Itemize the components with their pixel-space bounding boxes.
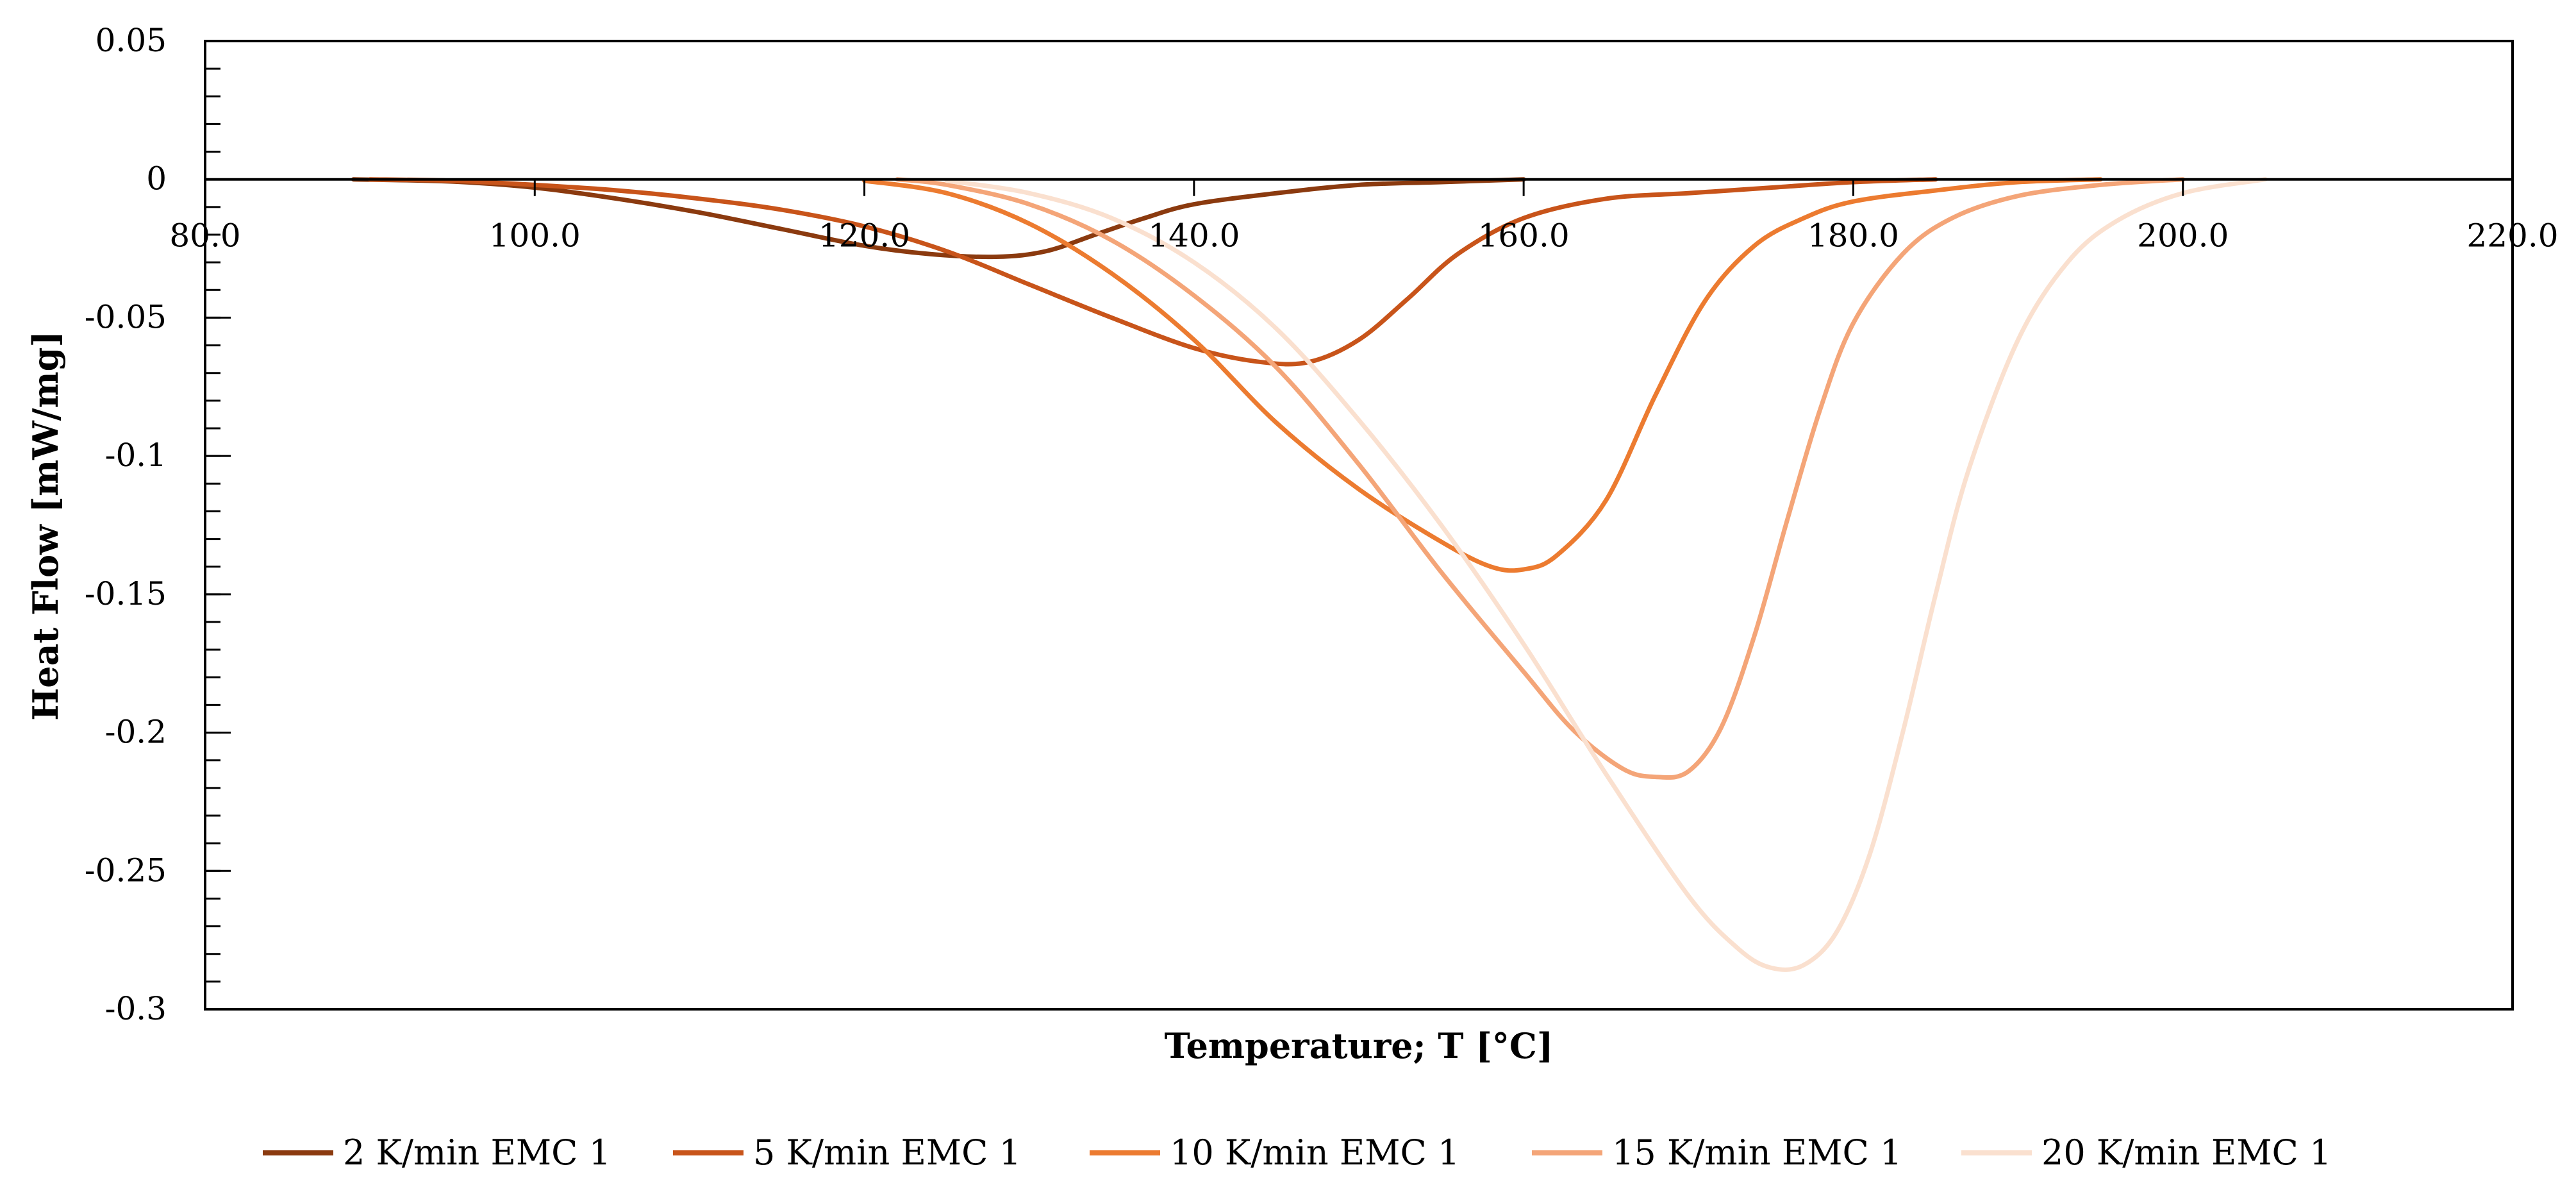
series-layer <box>351 177 2268 972</box>
x-axis-title: Temperature; T [°C] <box>1165 1025 1554 1066</box>
legend-label: 15 K/min EMC 1 <box>1612 1132 1902 1173</box>
y-tick-label: -0.3 <box>105 990 167 1027</box>
y-tick-label: -0.25 <box>85 852 167 889</box>
legend-label: 2 K/min EMC 1 <box>343 1132 611 1173</box>
x-tick-label: 160.0 <box>1478 217 1570 255</box>
y-tick-label: -0.2 <box>105 714 167 751</box>
x-tick-label: 220.0 <box>2466 217 2558 255</box>
plot-area <box>204 40 2514 1011</box>
y-axis-title: Heat Flow [mW/mg] <box>25 331 66 721</box>
x-tick-label: 140.0 <box>1148 217 1240 255</box>
y-tick-label: -0.05 <box>85 298 167 335</box>
legend-item: 5 K/min EMC 1 <box>673 1132 1021 1173</box>
x-tick-label: 100.0 <box>489 217 581 255</box>
x-tick-label: 200.0 <box>2137 217 2229 255</box>
legend-item: 2 K/min EMC 1 <box>263 1132 611 1173</box>
legend-item: 15 K/min EMC 1 <box>1532 1132 1902 1173</box>
series-line-3 <box>862 177 2103 573</box>
series-line-1 <box>351 177 1526 260</box>
y-tick-label: -0.1 <box>105 437 167 474</box>
x-tick-label: 180.0 <box>1807 217 1899 255</box>
y-axis: 0.05 0 -0.05 -0.1 -0.15 -0.2 -0.25 -0.3 <box>85 22 231 1027</box>
legend-item: 20 K/min EMC 1 <box>1961 1132 2331 1173</box>
series-line-5 <box>944 177 2268 972</box>
legend: 2 K/min EMC 1 5 K/min EMC 1 10 K/min EMC 1… <box>263 1132 2331 1173</box>
x-tick-label: 80.0 <box>169 217 240 255</box>
legend-label: 10 K/min EMC 1 <box>1170 1132 1459 1173</box>
x-tick-label: 120.0 <box>819 217 910 255</box>
y-tick-label: 0 <box>146 160 167 197</box>
legend-label: 5 K/min EMC 1 <box>753 1132 1021 1173</box>
y-tick-label: -0.15 <box>85 575 167 612</box>
legend-label: 20 K/min EMC 1 <box>2041 1132 2331 1173</box>
y-tick-label: 0.05 <box>96 22 167 59</box>
x-axis: 80.0 100.0 120.0 140.0 160.0 180.0 200.0 220.0 <box>169 179 2559 255</box>
legend-item: 10 K/min EMC 1 <box>1090 1132 1459 1173</box>
series-line-4 <box>895 177 2186 780</box>
